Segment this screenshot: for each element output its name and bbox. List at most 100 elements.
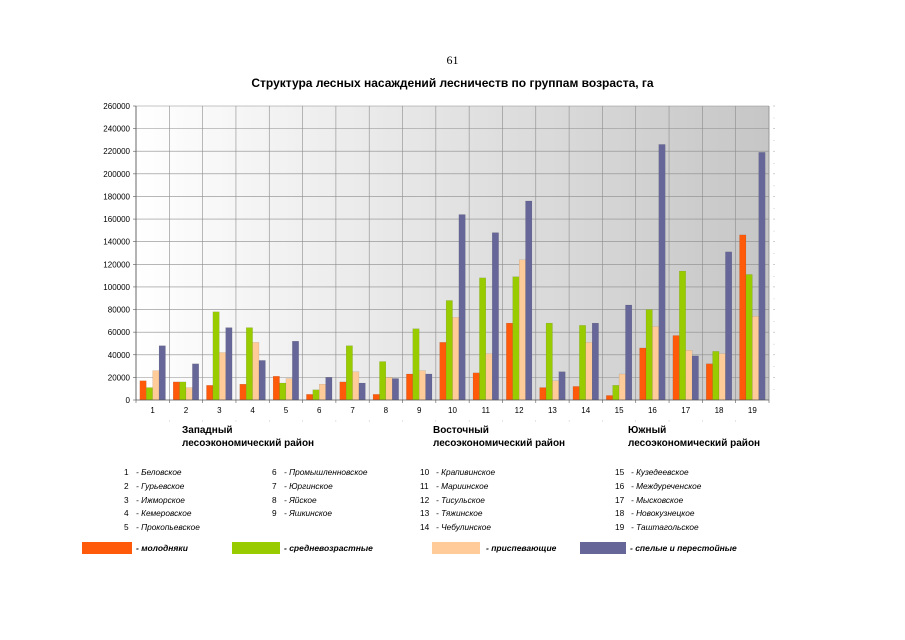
bar bbox=[139, 380, 147, 401]
bar bbox=[246, 327, 253, 401]
bar bbox=[606, 395, 613, 401]
bar bbox=[706, 363, 713, 401]
legend-label: - средневозрастные bbox=[284, 543, 373, 553]
bar bbox=[725, 251, 732, 401]
forestry-key-number: 12 bbox=[420, 494, 430, 505]
bar bbox=[612, 385, 620, 401]
forestry-key-number: 11 bbox=[420, 480, 429, 491]
legend-label: - приспевающие bbox=[486, 543, 557, 553]
bar bbox=[452, 317, 460, 401]
y-tick-label: 0 bbox=[126, 396, 131, 405]
page-number: 61 bbox=[446, 53, 459, 67]
x-tick-label: 9 bbox=[417, 406, 422, 415]
region-south-label: Южный лесоэкономический район bbox=[628, 425, 761, 449]
bar bbox=[472, 372, 480, 401]
forestry-key-item: 2 - Гурьевское bbox=[124, 481, 184, 491]
chart-title: Структура лесных насаждений лесничеств п… bbox=[251, 76, 654, 90]
x-tick-label: 7 bbox=[350, 406, 355, 415]
forestry-key-name: - Яйское bbox=[284, 494, 317, 505]
forestry-key-number: 9 bbox=[272, 508, 277, 519]
x-tick-label: 19 bbox=[748, 406, 757, 415]
forestry-key-name: - Тисульское bbox=[436, 494, 485, 505]
forestry-key-item: 6 - Промышленновское bbox=[272, 467, 367, 477]
forestry-key-name: - Промышленновское bbox=[284, 467, 368, 477]
legend-swatch bbox=[432, 542, 480, 554]
forestry-key-number: 5 bbox=[124, 522, 129, 533]
bar bbox=[445, 300, 453, 401]
bar bbox=[419, 370, 426, 401]
x-tick-label: 6 bbox=[317, 406, 322, 415]
bar bbox=[412, 328, 420, 401]
y-tick-label: 20000 bbox=[108, 373, 131, 382]
bar bbox=[152, 370, 160, 401]
bar bbox=[718, 353, 726, 401]
forestry-key-number: 14 bbox=[420, 522, 430, 533]
bar bbox=[652, 326, 659, 401]
x-tick-label: 3 bbox=[217, 406, 222, 415]
x-tick-label: 18 bbox=[715, 406, 724, 415]
bar bbox=[658, 144, 666, 401]
x-tick-label: 13 bbox=[548, 406, 557, 415]
bar bbox=[279, 382, 287, 401]
forestry-key-name: - Крапивинское bbox=[436, 467, 496, 477]
bar bbox=[545, 322, 553, 401]
bar bbox=[618, 373, 626, 401]
x-tick-label: 16 bbox=[648, 406, 657, 415]
bar bbox=[745, 274, 753, 401]
forestry-key-item: 4 - Кемеровское bbox=[124, 508, 191, 518]
forestry-key-item: 9 - Яшкинское bbox=[272, 508, 332, 518]
x-tick-label: 4 bbox=[250, 406, 255, 415]
bar bbox=[212, 311, 220, 401]
y-tick-label: 120000 bbox=[103, 260, 130, 269]
forestry-key-item: 11 - Мариинское bbox=[420, 481, 488, 491]
forestry-key-item: 14 - Чебулинское bbox=[420, 522, 491, 532]
forestry-key-number: 19 bbox=[615, 522, 625, 533]
bar bbox=[185, 387, 193, 401]
bar bbox=[352, 371, 360, 401]
bar bbox=[225, 327, 233, 401]
bar bbox=[179, 381, 187, 401]
forestry-key-number: 2 bbox=[124, 480, 129, 491]
y-tick-label: 200000 bbox=[103, 170, 130, 179]
forestry-key-name: - Кемеровское bbox=[136, 508, 192, 519]
y-tick-label: 140000 bbox=[103, 238, 130, 247]
forestry-key-number: 3 bbox=[124, 494, 129, 505]
bar bbox=[439, 342, 447, 401]
forestry-key-name: - Гурьевское bbox=[136, 480, 185, 491]
forestry-key-item: 3 - Ижморское bbox=[124, 495, 185, 505]
legend-swatch bbox=[82, 542, 132, 554]
y-tick-label: 160000 bbox=[103, 215, 130, 224]
bar bbox=[685, 350, 693, 401]
bar bbox=[406, 373, 413, 401]
x-tick-label: 17 bbox=[681, 406, 690, 415]
bar bbox=[392, 378, 399, 401]
bar bbox=[492, 232, 499, 401]
forestry-key-number: 13 bbox=[420, 508, 430, 519]
forestry-key-item: 17 - Мысковское bbox=[615, 495, 683, 505]
forestry-key-number: 6 bbox=[272, 467, 277, 477]
bar bbox=[458, 214, 466, 401]
bar bbox=[691, 355, 699, 401]
y-tick-label: 100000 bbox=[103, 283, 130, 292]
forestry-key-item: 12 - Тисульское bbox=[420, 495, 485, 505]
forestry-key-item: 13 - Тяжинское bbox=[420, 508, 482, 518]
x-tick-label: 8 bbox=[384, 406, 389, 415]
bar bbox=[585, 342, 593, 401]
forestry-key-item: 10 - Крапивинское bbox=[420, 467, 495, 477]
forestry-key-name: - Прокопьевское bbox=[136, 522, 200, 533]
bar bbox=[312, 389, 320, 401]
forestry-key-item: 15 - Кузедеевское bbox=[615, 467, 689, 477]
forestry-key-item: 19 - Таштагольское bbox=[615, 522, 699, 532]
y-tick-label: 180000 bbox=[103, 192, 130, 201]
bar bbox=[146, 387, 153, 401]
bar bbox=[739, 234, 747, 401]
bar bbox=[539, 387, 547, 401]
forestry-key-number: 16 bbox=[615, 480, 625, 491]
y-tick-label: 60000 bbox=[108, 328, 131, 337]
bar bbox=[425, 373, 433, 401]
bar bbox=[625, 304, 633, 401]
bar bbox=[206, 385, 214, 401]
bar bbox=[258, 360, 266, 401]
forestry-key-name: - Ижморское bbox=[136, 494, 185, 505]
